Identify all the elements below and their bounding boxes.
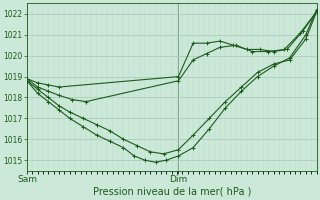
X-axis label: Pression niveau de la mer( hPa ): Pression niveau de la mer( hPa ) <box>92 187 251 197</box>
